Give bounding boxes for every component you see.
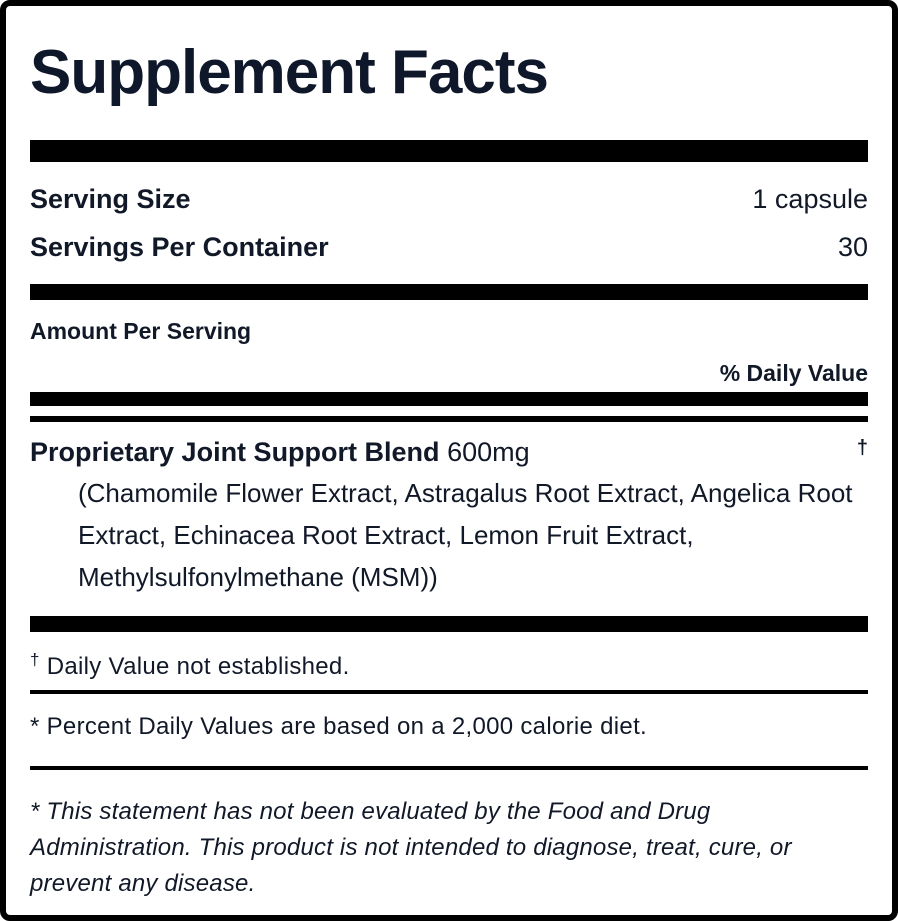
- thin-rule-2: [30, 765, 868, 770]
- serving-size-value: 1 capsule: [752, 183, 868, 214]
- thick-rule-ingredients: [30, 615, 868, 632]
- dagger-symbol: †: [30, 649, 40, 669]
- ingredient-name-and-amount: Proprietary Joint Support Blend 600mg: [30, 432, 530, 472]
- footnote-daily-value-text: Daily Value not established.: [46, 652, 350, 680]
- double-rule-thick: [30, 391, 868, 406]
- thick-rule-serving: [30, 283, 868, 300]
- footnote-daily-value: † Daily Value not established.: [30, 650, 868, 684]
- footnote-percent-daily-values: * Percent Daily Values are based on a 2,…: [30, 712, 648, 740]
- ingredient-daily-value-dagger: †: [856, 436, 868, 459]
- serving-size-label: Serving Size: [30, 183, 191, 214]
- ingredient-amount: 600mg: [447, 436, 530, 467]
- ingredient-name: Proprietary Joint Support Blend: [30, 436, 440, 467]
- ingredient-row: Proprietary Joint Support Blend 600mg †: [30, 432, 868, 472]
- panel-title: Supplement Facts: [30, 38, 549, 107]
- servings-per-container-row: Servings Per Container 30: [30, 228, 868, 266]
- ingredient-components-list: (Chamomile Flower Extract, Astragalus Ro…: [78, 477, 853, 592]
- servings-per-container-label: Servings Per Container: [30, 231, 329, 262]
- thin-rule-1: [30, 689, 868, 694]
- amount-per-serving-header: Amount Per Serving: [30, 317, 252, 344]
- serving-size-row: Serving Size 1 capsule: [30, 180, 868, 218]
- fda-disclaimer: * This statement has not been evaluated …: [30, 797, 792, 897]
- double-rule-thin: [30, 415, 868, 422]
- percent-daily-value-header: % Daily Value: [719, 359, 868, 386]
- servings-per-container-value: 30: [837, 231, 868, 262]
- thick-rule-top: [30, 139, 868, 162]
